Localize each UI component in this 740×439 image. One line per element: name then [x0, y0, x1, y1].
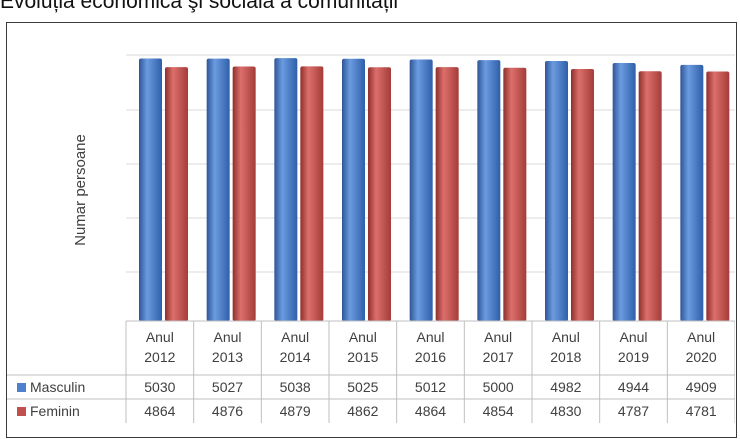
bar-masculin-4 [409, 59, 433, 321]
legend-key-feminin [17, 407, 26, 416]
category-label-4-1: 2016 [415, 349, 446, 365]
legend-label-feminin: Feminin [30, 403, 80, 419]
data-label-feminin-1: 4876 [212, 403, 243, 419]
bar-feminin-2 [300, 66, 324, 321]
chart-frame: Anul 2012 Anul 2013 Anul 2014 Anul 2015 Anul 2016… [6, 22, 737, 438]
bar-chart: Anul 2012 Anul 2013 Anul 2014 Anul 2015 Anul 2016… [7, 54, 735, 423]
bar-masculin-2 [274, 58, 298, 321]
category-label-0-0: Anul [146, 329, 174, 345]
category-label-3-0: Anul [349, 329, 377, 345]
data-label-feminin-8: 4781 [686, 403, 717, 419]
category-label-3-1: 2015 [347, 349, 378, 365]
bar-feminin-6 [571, 68, 594, 321]
bar-masculin-5 [477, 60, 501, 321]
data-label-feminin-3: 4862 [347, 403, 378, 419]
category-label-7-0: Anul [619, 329, 647, 345]
data-label-feminin-0: 4864 [144, 403, 175, 419]
data-label-masculin-3: 5025 [347, 379, 378, 395]
data-label-masculin-8: 4909 [686, 379, 717, 395]
category-label-1-1: 2013 [212, 349, 243, 365]
category-label-7-1: 2019 [618, 349, 649, 365]
category-label-6-0: Anul [552, 329, 580, 345]
data-label-masculin-4: 5012 [415, 379, 446, 395]
data-label-feminin-2: 4879 [280, 403, 311, 419]
bar-feminin-7 [638, 71, 662, 321]
bar-feminin-0 [165, 67, 188, 321]
bar-masculin-0 [139, 58, 162, 322]
page-title: Evoluția economică şi socială a comunită… [0, 0, 399, 13]
bar-feminin-5 [503, 67, 527, 321]
bar-feminin-8 [706, 71, 730, 321]
category-label-8-1: 2020 [686, 349, 717, 365]
category-label-6-1: 2018 [550, 349, 581, 365]
bar-masculin-3 [342, 58, 365, 321]
category-label-8-0: Anul [687, 329, 715, 345]
category-label-5-0: Anul [484, 329, 512, 345]
category-label-1-0: Anul [213, 329, 241, 345]
data-label-feminin-7: 4787 [618, 403, 649, 419]
bar-feminin-3 [368, 67, 391, 322]
bar-masculin-1 [206, 58, 230, 321]
data-label-masculin-2: 5038 [280, 379, 311, 395]
data-label-feminin-5: 4854 [483, 403, 514, 419]
data-table: Anul 2012 Anul 2013 Anul 2014 Anul 2015 Anul 2016… [7, 320, 735, 423]
data-label-masculin-7: 4944 [618, 379, 649, 395]
data-label-feminin-4: 4864 [415, 403, 446, 419]
bar-feminin-1 [232, 66, 256, 321]
data-label-masculin-0: 5030 [144, 379, 175, 395]
legend-label-masculin: Masculin [30, 379, 85, 395]
data-label-masculin-5: 5000 [483, 379, 514, 395]
bar-feminin-4 [435, 67, 459, 321]
category-label-4-0: Anul [416, 329, 444, 345]
y-axis-label: Numar persoane [72, 134, 89, 246]
category-label-0-1: 2012 [144, 349, 175, 365]
data-label-feminin-6: 4830 [550, 403, 581, 419]
data-label-masculin-6: 4982 [550, 379, 581, 395]
category-label-5-1: 2017 [483, 349, 514, 365]
bar-masculin-8 [680, 64, 704, 321]
category-label-2-0: Anul [281, 329, 309, 345]
bars-layer [139, 58, 730, 322]
bar-masculin-7 [612, 63, 636, 322]
data-label-masculin-1: 5027 [212, 379, 243, 395]
category-label-2-1: 2014 [280, 349, 311, 365]
legend-key-masculin [17, 383, 26, 392]
bar-masculin-6 [545, 61, 568, 322]
